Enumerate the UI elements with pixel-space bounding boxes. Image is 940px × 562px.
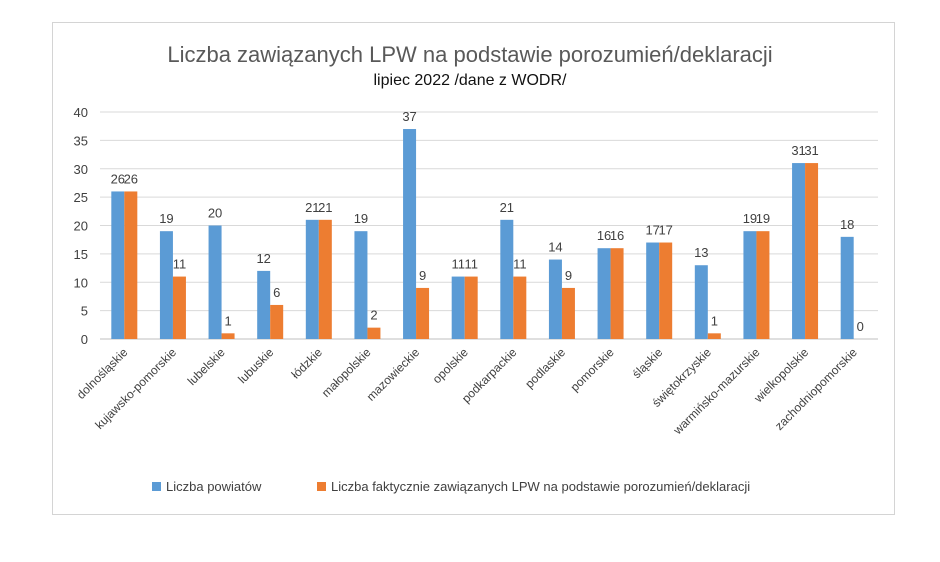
data-label: 37 [402, 109, 416, 124]
bar-powiaty [111, 191, 125, 339]
bar-powiaty [305, 219, 319, 339]
bar-powiaty [451, 276, 465, 339]
bar-powiaty [646, 242, 660, 339]
bar-powiaty [159, 231, 173, 339]
data-label: 21 [305, 200, 319, 215]
data-label: 21 [318, 200, 332, 215]
bar-powiaty [597, 248, 611, 339]
data-label: 1 [224, 313, 231, 328]
bar-powiaty [257, 270, 271, 339]
x-tick-label: łódzkie [289, 345, 326, 382]
x-tick-label: opolskie [430, 345, 471, 386]
data-label: 11 [451, 257, 465, 272]
bar-powiaty [792, 163, 806, 339]
legend-swatch [317, 482, 326, 491]
data-label: 11 [513, 257, 527, 272]
bar-lpw [464, 276, 478, 339]
bar-powiaty [694, 265, 708, 339]
data-label: 19 [354, 211, 368, 226]
bar-lpw [513, 276, 527, 339]
data-label: 31 [804, 143, 818, 158]
x-tick-label: lubuskie [235, 345, 276, 386]
bar-lpw [318, 219, 332, 339]
data-label: 16 [597, 228, 611, 243]
bar-lpw [610, 248, 624, 339]
data-label: 11 [173, 257, 187, 272]
data-label: 9 [419, 268, 426, 283]
y-tick-label: 15 [74, 247, 88, 262]
bar-lpw [659, 242, 673, 339]
bar-lpw [756, 231, 770, 339]
bar-powiaty [500, 219, 514, 339]
bar-lpw [561, 287, 575, 339]
x-tick-label: podlaskie [522, 345, 568, 391]
x-tick-label: warmińsko-mazurskie [670, 345, 763, 438]
data-label: 19 [159, 211, 173, 226]
data-label: 9 [565, 268, 572, 283]
data-label: 14 [548, 240, 562, 255]
data-label: 19 [756, 211, 770, 226]
y-tick-label: 40 [74, 105, 88, 120]
bar-lpw [367, 327, 381, 339]
bar-lpw [124, 191, 138, 339]
bar-powiaty [208, 225, 222, 339]
data-label: 26 [124, 171, 138, 186]
bar-powiaty [840, 236, 854, 339]
data-label: 31 [791, 143, 805, 158]
data-label: 20 [208, 206, 222, 221]
chart-subtitle: lipiec 2022 /dane z WODR/ [373, 72, 567, 89]
y-tick-label: 10 [74, 275, 88, 290]
y-axis: 0 5 10 15 20 25 30 35 40 [74, 105, 88, 347]
x-tick-label: mazowieckie [364, 345, 423, 404]
data-label: 6 [273, 285, 280, 300]
y-tick-label: 0 [81, 332, 88, 347]
legend: Liczba powiatów Liczba faktycznie zawiąza… [152, 479, 750, 494]
data-label: 13 [694, 245, 708, 260]
data-label: 26 [111, 171, 125, 186]
y-tick-label: 35 [74, 133, 88, 148]
data-label: 18 [840, 217, 854, 232]
y-tick-label: 30 [74, 162, 88, 177]
data-label: 2 [370, 308, 377, 323]
bar-lpw [270, 304, 284, 339]
bar-lpw [707, 333, 721, 339]
data-label: 17 [658, 223, 672, 238]
x-tick-label: pomorskie [568, 345, 617, 394]
bar-lpw [172, 276, 186, 339]
bar-lpw [416, 287, 430, 339]
y-tick-label: 20 [74, 219, 88, 234]
x-tick-label: śląskie [629, 345, 665, 381]
data-label: 0 [857, 319, 864, 334]
bar-lpw [221, 333, 235, 339]
legend-swatch [152, 482, 161, 491]
data-label: 11 [464, 257, 478, 272]
data-label: 16 [610, 228, 624, 243]
bar-powiaty [548, 259, 562, 339]
data-label: 21 [500, 200, 514, 215]
y-tick-label: 25 [74, 190, 88, 205]
bar-powiaty [743, 231, 757, 339]
x-tick-label: kujawsko-pomorskie [92, 345, 179, 432]
data-label: 12 [256, 251, 270, 266]
data-label: 1 [711, 313, 718, 328]
bar-powiaty [403, 129, 417, 339]
bar-powiaty [354, 231, 368, 339]
data-label: 19 [743, 211, 757, 226]
bar-lpw [805, 163, 819, 339]
data-label: 17 [645, 223, 659, 238]
legend-label: Liczba faktycznie zawiązanych LPW na pod… [331, 479, 750, 494]
y-tick-label: 5 [81, 304, 88, 319]
chart-title: Liczba zawiązanych LPW na podstawie poro… [167, 42, 773, 67]
legend-label: Liczba powiatów [166, 479, 262, 494]
x-tick-label: zachodniopomorskie [772, 345, 860, 433]
x-tick-label: lubelskie [185, 345, 228, 388]
